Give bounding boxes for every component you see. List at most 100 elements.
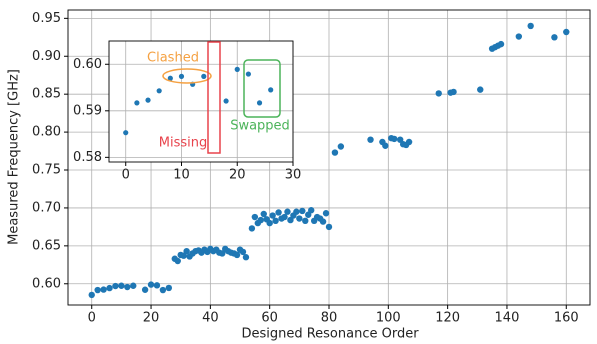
x-tick-label: 0 <box>88 311 96 326</box>
data-point <box>391 135 398 143</box>
data-point <box>174 257 181 265</box>
data-point <box>106 284 113 292</box>
y-tick-label: 0.60 <box>73 57 102 72</box>
data-point <box>268 87 274 93</box>
data-point <box>551 34 558 41</box>
data-point <box>159 286 167 294</box>
data-point <box>325 223 333 231</box>
data-point <box>272 217 279 225</box>
annotation-text: Clashed <box>147 51 199 66</box>
data-point <box>287 216 294 224</box>
data-point <box>257 216 264 224</box>
x-tick-label: 40 <box>202 311 219 326</box>
y-tick-label: 0.95 <box>32 11 61 26</box>
data-point <box>156 88 162 94</box>
y-tick-label: 0.80 <box>32 125 61 140</box>
data-point <box>477 86 484 93</box>
data-point <box>256 100 263 106</box>
data-point <box>130 282 137 289</box>
data-point <box>233 251 241 259</box>
data-point <box>183 247 190 255</box>
data-point <box>319 218 327 225</box>
x-tick-label: 20 <box>229 168 246 183</box>
data-point <box>322 210 330 217</box>
data-point <box>260 210 267 218</box>
data-point <box>299 207 306 215</box>
data-point <box>223 98 229 104</box>
annotation-shape <box>207 41 221 154</box>
annotation-shape <box>243 59 281 118</box>
data-point <box>563 28 570 36</box>
annotation-text: Swapped <box>230 119 290 134</box>
x-tick-label: 120 <box>435 311 460 326</box>
data-point <box>234 66 240 72</box>
data-point <box>118 282 125 289</box>
data-point <box>167 75 173 81</box>
data-point <box>123 130 129 136</box>
data-point <box>382 142 389 149</box>
plot-frame <box>67 9 591 306</box>
x-tick-label: 60 <box>261 311 278 326</box>
data-point <box>527 22 534 30</box>
data-point <box>165 284 173 292</box>
data-point <box>88 291 95 299</box>
data-point <box>305 211 312 218</box>
x-tick-label: 30 <box>285 168 302 183</box>
data-point <box>124 283 131 291</box>
data-point <box>308 207 315 214</box>
data-point <box>201 73 207 79</box>
x-axis-label: Designed Resonance Order <box>241 327 419 342</box>
data-point <box>497 40 505 48</box>
data-point <box>251 213 259 221</box>
y-tick-label: 0.70 <box>32 200 61 215</box>
data-point <box>248 225 256 232</box>
x-tick-label: 160 <box>554 311 579 326</box>
data-point <box>100 286 107 293</box>
data-point <box>405 138 413 146</box>
y-tick-label: 0.90 <box>32 49 61 64</box>
data-point <box>515 33 523 40</box>
data-point <box>450 88 457 96</box>
data-point <box>284 208 291 215</box>
x-tick-label: 20 <box>143 311 160 326</box>
data-point <box>331 149 339 156</box>
annotation-text: Missing <box>159 136 207 151</box>
data-point <box>337 143 345 150</box>
x-tick-label: 10 <box>173 168 190 183</box>
data-point <box>293 208 300 215</box>
plot-frame <box>108 40 294 163</box>
data-point <box>239 248 247 256</box>
plot-area <box>109 41 293 162</box>
data-point <box>178 73 185 79</box>
data-point <box>145 97 151 103</box>
data-point <box>180 252 187 259</box>
data-point <box>141 286 149 293</box>
data-point <box>153 282 161 289</box>
data-point <box>112 282 119 290</box>
data-point <box>269 212 276 219</box>
data-point <box>266 219 273 227</box>
data-point <box>94 286 101 294</box>
data-point <box>367 136 374 143</box>
data-point <box>435 90 442 97</box>
data-point <box>275 209 282 216</box>
data-point <box>281 213 288 221</box>
x-tick-label: 140 <box>495 311 520 326</box>
x-tick-label: 100 <box>376 311 401 326</box>
data-point <box>245 71 251 77</box>
data-point <box>147 281 155 288</box>
data-point <box>219 250 226 257</box>
y-tick-label: 0.58 <box>73 150 102 165</box>
y-tick-label: 0.75 <box>32 163 61 178</box>
data-point <box>134 100 140 106</box>
data-point <box>302 217 309 225</box>
data-point <box>396 136 404 143</box>
data-point <box>242 254 250 261</box>
y-axis-label: Measured Frequency [GHz] <box>7 69 22 245</box>
x-tick-label: 0 <box>122 168 130 183</box>
y-tick-label: 0.59 <box>73 103 102 118</box>
x-tick-label: 80 <box>321 311 338 326</box>
data-point <box>296 215 303 222</box>
y-tick-label: 0.65 <box>32 238 61 253</box>
